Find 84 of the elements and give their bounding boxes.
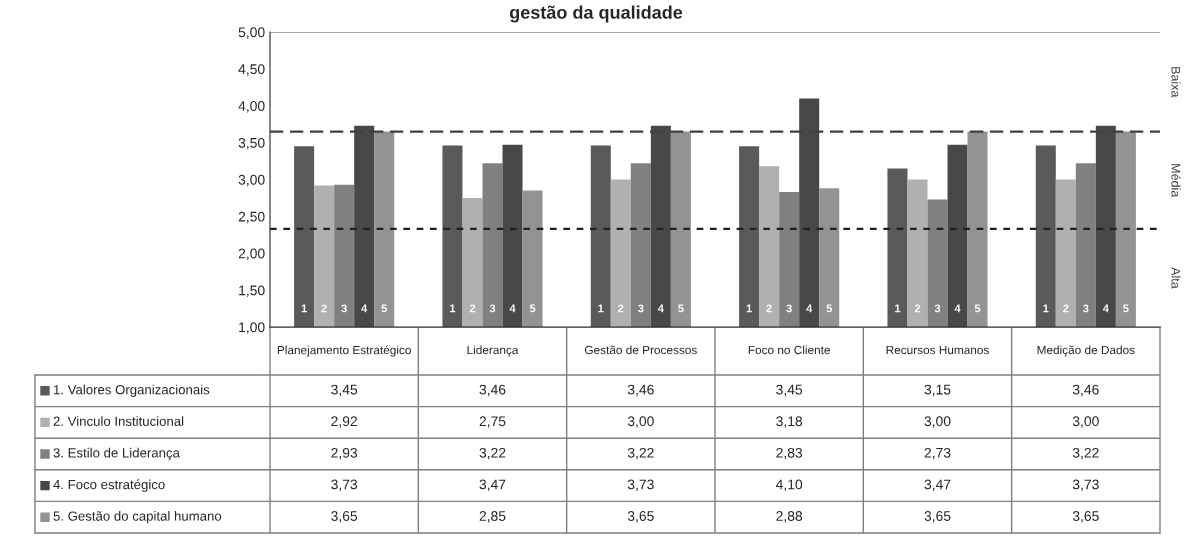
data-label: 3,47 [479,479,506,491]
data-label: 2,88 [776,511,803,523]
y-tick-label: 1,50 [239,285,265,297]
x-tick-label: Gestão de Processos [585,345,697,355]
legend-label: 2. Vinculo Institucional [53,416,184,426]
annotation: 5 [974,304,981,313]
text: Média [1171,164,1181,198]
data-label: 3,45 [331,384,358,397]
annotation: 3 [1083,304,1089,313]
x-tick-label: Recursos Humanos [886,345,989,355]
y-tick-label: 4,00 [238,101,265,113]
data-label: 3,46 [479,384,506,397]
data-label: 3,22 [627,447,654,460]
annotation: 5 [529,304,536,313]
annotation: 1 [301,304,307,313]
annotation: 2 [1063,304,1069,313]
x-tick-label: Planejamento Estratégico [277,345,411,357]
x-tick-label: Liderança [467,345,519,357]
annotation: 5 [826,304,832,313]
data-label: 3,73 [331,479,358,491]
data-label: 3,65 [331,511,358,523]
y-tick-label: 2,00 [238,248,265,261]
annotation: 3 [489,304,496,313]
annotation: 1 [1043,304,1049,313]
data-label: 3,46 [1072,384,1099,397]
text: Alta [1171,267,1181,289]
data-label: 3,15 [924,384,951,397]
annotation: 5 [381,304,387,313]
annotation: 2 [469,304,476,313]
annotation: 1 [746,304,752,313]
annotation: 4 [806,304,813,313]
annotation: 1 [895,304,901,313]
annotation: 4 [657,304,664,313]
annotation: 1 [598,304,604,313]
data-label: 2,83 [776,447,803,460]
data-label: 2,92 [331,416,357,428]
data-label: 4,10 [775,479,803,491]
data-label: 3,65 [924,511,951,523]
annotation: 4 [954,304,961,313]
legend-label: 3. Estilo de Liderança [53,447,180,461]
x-tick-label: Foco no Cliente [748,345,830,355]
data-label: 2,85 [479,511,506,523]
annotation: 2 [914,304,921,313]
data-label: 3,18 [776,416,803,428]
data-label: 3,00 [924,416,951,428]
annotation: 1 [450,304,456,313]
annotation: 2 [321,304,327,313]
y-tick-label: 1,00 [239,322,265,334]
data-label: 2,75 [479,416,506,428]
data-label: 3,73 [1072,479,1099,491]
y-tick-label: 5,00 [238,27,265,39]
annotation: 3 [638,304,644,313]
legend-label: 4. Foco estratégico [53,479,165,492]
data-label: 2,73 [924,447,951,460]
annotation: 5 [678,304,684,313]
annotation: 2 [618,304,624,313]
data-label: 3,00 [1072,416,1099,428]
annotation: 5 [1123,304,1129,313]
annotation: 4 [361,304,368,313]
annotation: 4 [509,304,516,313]
x-tick-label: Medição de Dados [1037,345,1135,357]
text: Baixa [1171,67,1181,98]
y-tick-label: 2,50 [238,211,265,224]
annotation: 3 [341,304,347,313]
data-label: 3,46 [627,384,654,397]
annotation: 2 [766,304,772,313]
data-label: 3,00 [627,416,654,428]
data-label: 3,45 [776,384,803,397]
data-label: 3,65 [1072,511,1099,523]
chart-title: gestão da qualidade [509,5,683,23]
data-label: 3,73 [627,479,654,491]
y-tick-label: 3,50 [238,137,265,150]
data-label: 3,22 [1072,447,1099,460]
annotation: 4 [1102,304,1109,313]
annotation: 3 [786,304,792,313]
data-label: 2,93 [331,447,358,460]
data-label: 3,47 [924,479,951,491]
y-tick-label: 4,50 [238,64,265,76]
data-label: 3,22 [479,447,506,460]
annotation: 3 [934,304,941,313]
data-label: 3,65 [627,511,654,523]
y-tick-label: 3,00 [238,174,265,187]
legend-label: 5. Gestão do capital humano [53,511,222,524]
legend-label: 1. Valores Organizacionais [54,384,210,397]
